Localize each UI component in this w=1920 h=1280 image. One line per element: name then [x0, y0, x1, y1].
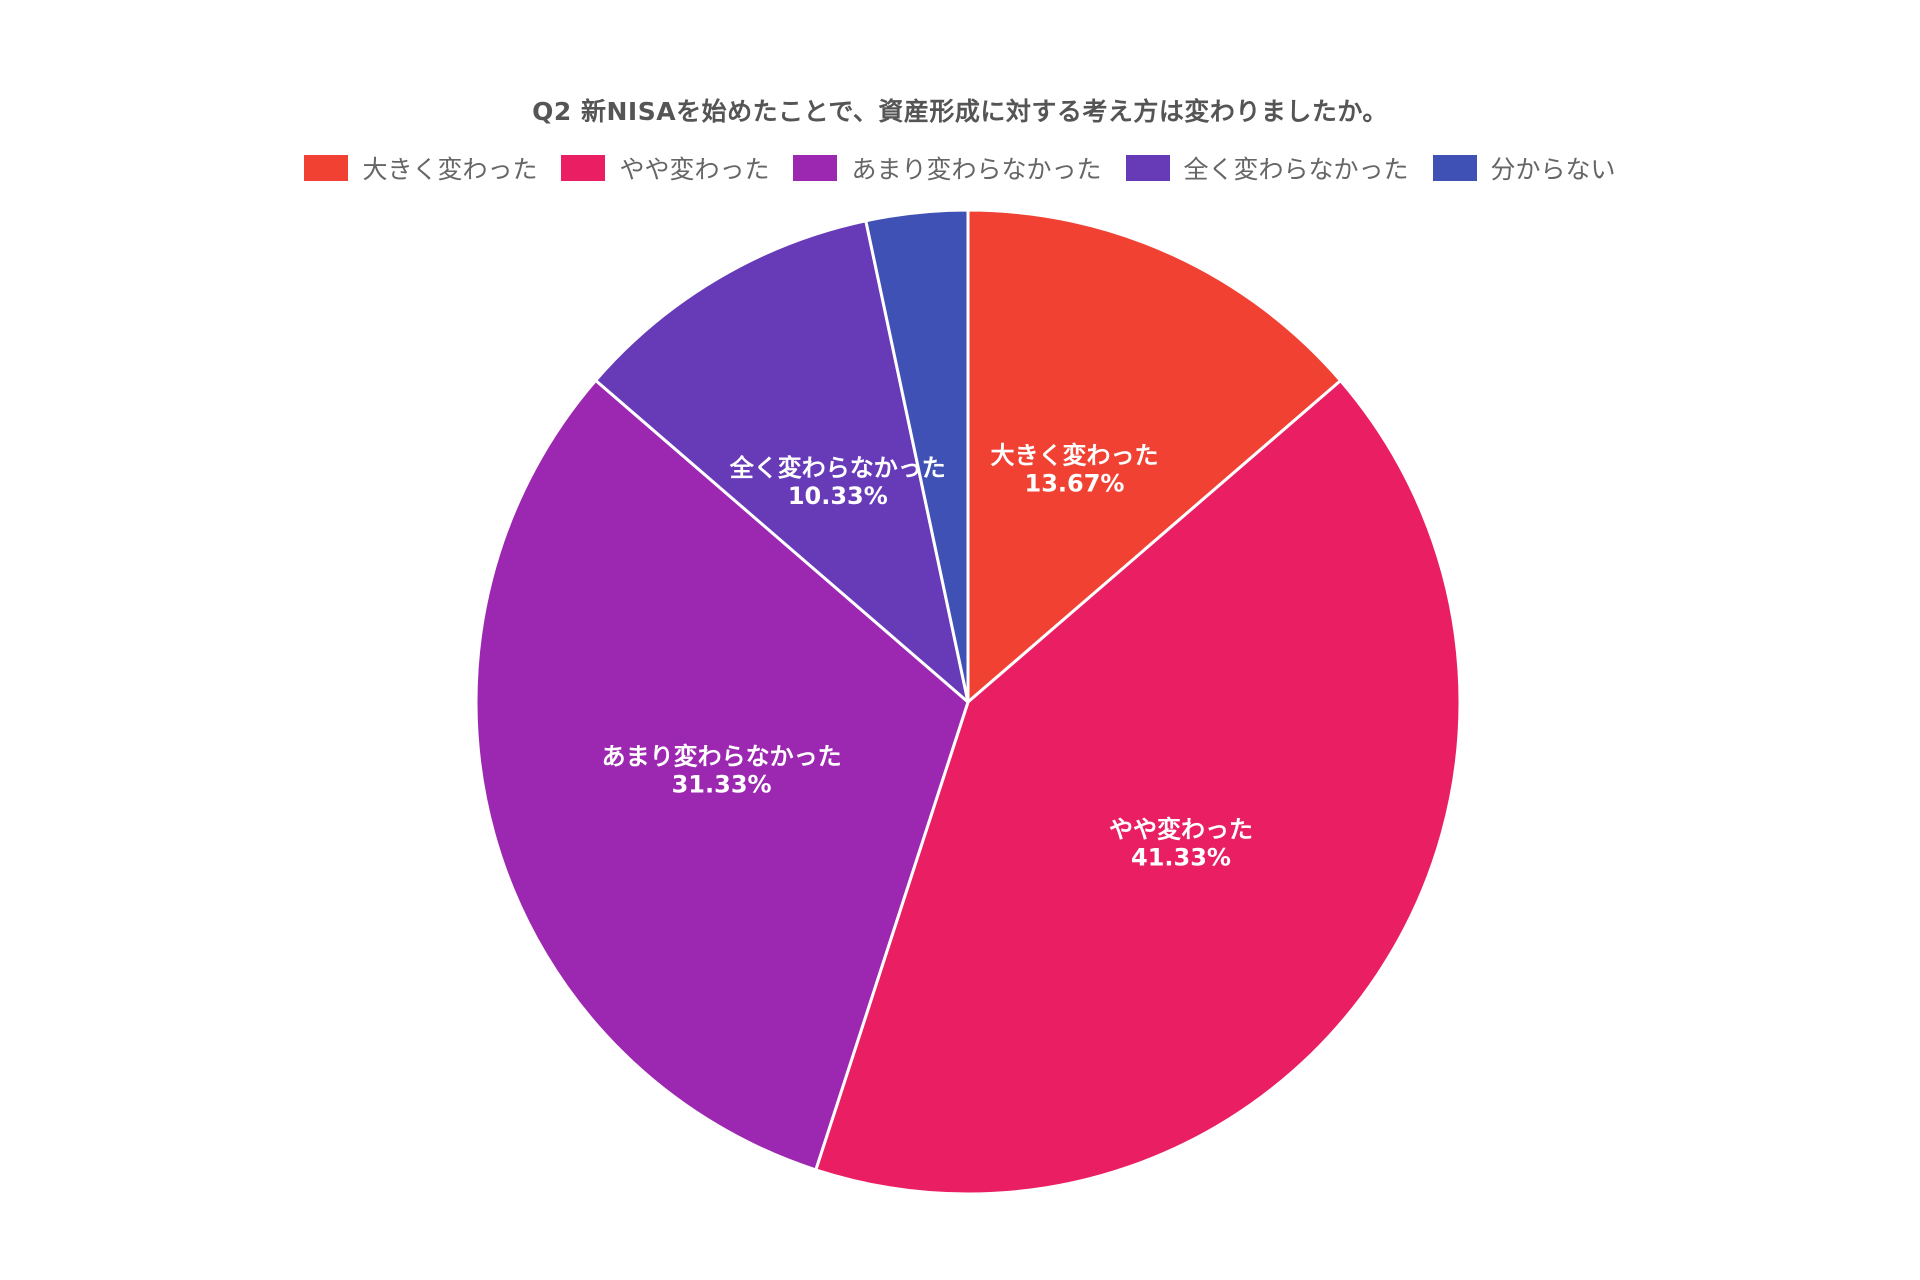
pie-slice-0[interactable] [966, 208, 1343, 704]
slice-label-value-3: 10.33% [788, 482, 888, 510]
pie-slice-1[interactable] [814, 379, 1462, 1196]
legend-swatch-2 [793, 155, 838, 181]
pie-slice-3[interactable] [594, 219, 970, 704]
legend-label-2: あまり変わらなかった [851, 155, 1102, 184]
slice-label-value-2: 31.33% [672, 771, 772, 799]
slice-label-value-0: 13.67% [1025, 469, 1125, 497]
legend-label-1: やや変わった [619, 155, 770, 184]
slice-label-name-2: あまり変わらなかった [602, 743, 842, 771]
legend-swatch-1 [561, 155, 606, 181]
legend-item-4[interactable]: 分からない [1432, 150, 1616, 186]
legend-label-4: 分からない [1490, 155, 1616, 184]
legend-label-0: 大きく変わった [362, 155, 538, 184]
chart-legend: 大きく変わった やや変わった あまり変わらなかった 全く変わらなかった 分からな… [0, 150, 1920, 186]
pie-slices [474, 208, 1462, 1196]
legend-item-1[interactable]: やや変わった [561, 150, 769, 186]
slice-label-value-1: 41.33% [1131, 844, 1231, 872]
legend-item-2[interactable]: あまり変わらなかった [793, 150, 1102, 186]
legend-swatch-4 [1432, 155, 1477, 181]
chart-title: Q2 新NISAを始めたことで、資産形成に対する考え方は変わりましたか。 [532, 97, 1388, 126]
pie-slice-4[interactable] [864, 208, 970, 704]
slice-label-name-3: 全く変わらなかった [729, 454, 946, 482]
legend-label-3: 全く変わらなかった [1183, 155, 1409, 184]
legend-item-0[interactable]: 大きく変わった [304, 150, 537, 186]
slice-label-name-0: 大きく変わった [991, 441, 1159, 469]
pie-slice-2[interactable] [474, 378, 970, 1172]
legend-swatch-3 [1125, 155, 1170, 181]
slice-label-name-1: やや変わった [1109, 816, 1253, 844]
legend-item-3[interactable]: 全く変わらなかった [1125, 150, 1409, 186]
legend-swatch-0 [304, 155, 349, 181]
